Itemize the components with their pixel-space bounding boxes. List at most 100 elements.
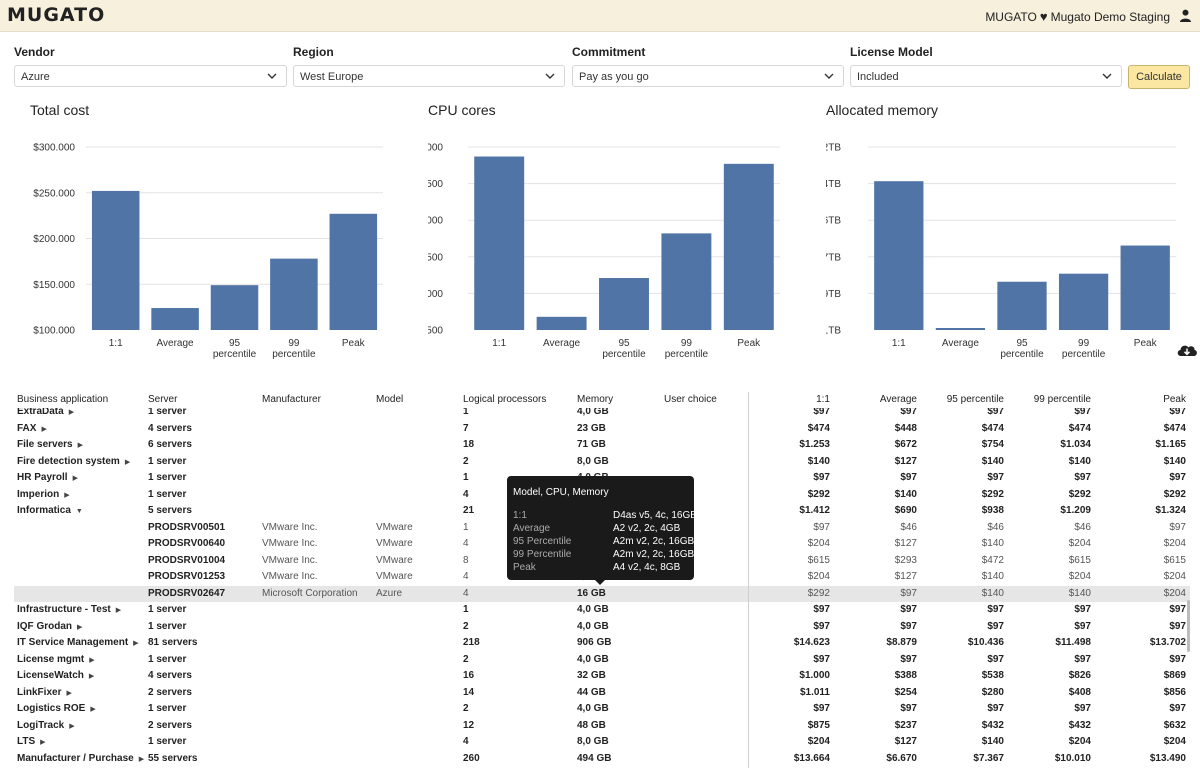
- cell-1to1: $1.011: [799, 686, 830, 698]
- organization-switcher[interactable]: MUGATO ♥ Mugato Demo Staging: [985, 9, 1170, 24]
- cell-peak: $204: [1163, 538, 1186, 549]
- caret-right-icon[interactable]: ▶: [90, 706, 96, 713]
- application-row[interactable]: Logistics ROE ▶ 1 server 2 4,0 GB $97 $97 $97 $9…: [14, 701, 1190, 718]
- caret-right-icon[interactable]: ▶: [89, 656, 95, 664]
- caret-right-icon[interactable]: ▶: [138, 755, 145, 763]
- bar[interactable]: [1120, 245, 1170, 330]
- caret-right-icon[interactable]: ▶: [88, 673, 95, 680]
- cell-1to1: $97: [813, 620, 830, 632]
- col-1to1[interactable]: 1:1: [816, 394, 830, 405]
- col-model[interactable]: Model: [376, 394, 404, 405]
- table-header: Business application Server Manufacturer…: [14, 392, 1190, 408]
- col-peak[interactable]: Peak: [1163, 394, 1186, 405]
- table-scrollbar[interactable]: [1187, 600, 1190, 652]
- cell-memory: 44 GB: [577, 686, 606, 698]
- vendor-select[interactable]: Azure: [14, 65, 287, 87]
- user-icon[interactable]: [1179, 9, 1192, 22]
- caret-right-icon[interactable]: ▶: [41, 425, 47, 433]
- bar[interactable]: [935, 327, 986, 330]
- col-logical-processors[interactable]: Logical processors: [463, 394, 547, 405]
- bar[interactable]: [270, 258, 318, 330]
- caret-right-icon[interactable]: ▶: [68, 409, 75, 416]
- app-logo[interactable]: MUGATO: [7, 4, 106, 26]
- cell-1to1: $204: [807, 571, 830, 582]
- bar[interactable]: [599, 278, 649, 330]
- cell-logical-processors: 14: [463, 686, 475, 698]
- cell-99-percentile: $97: [1074, 472, 1091, 483]
- cell-95-percentile: $472: [981, 554, 1004, 566]
- cell-1to1: $204: [807, 538, 830, 549]
- application-row[interactable]: License mgmt ▶ 1 server 2 4,0 GB $97 $97 $97 $97…: [14, 652, 1190, 669]
- caret-right-icon[interactable]: ▶: [69, 722, 75, 730]
- cloud-download-icon[interactable]: [1176, 342, 1198, 358]
- col-99-percentile[interactable]: 99 percentile: [1033, 394, 1091, 405]
- cell-server: 4 servers: [148, 422, 192, 434]
- application-row[interactable]: ExtraData ▶ 1 server 1 4,0 GB $97 $97 $97 $97 $97: [14, 404, 1190, 421]
- bar[interactable]: [91, 190, 140, 330]
- caret-right-icon[interactable]: ▶: [77, 623, 83, 631]
- x-tick-label: Peak: [737, 338, 761, 349]
- col-95-percentile[interactable]: 95 percentile: [946, 394, 1004, 405]
- application-row[interactable]: Fire detection system ▶ 1 server 2 8,0 GB $14…: [14, 454, 1190, 471]
- cell-business-application: Logistics ROE ▶: [17, 703, 96, 714]
- application-row[interactable]: LicenseWatch ▶ 4 servers 16 32 GB $1.000 $388 $…: [14, 668, 1190, 685]
- cell-logical-processors: 8: [463, 554, 469, 566]
- caret-right-icon[interactable]: ▶: [115, 607, 122, 614]
- col-user-choice[interactable]: User choice: [664, 394, 717, 405]
- y-tick-label: 4.000: [428, 143, 443, 154]
- calculate-button[interactable]: Calculate: [1128, 65, 1190, 89]
- application-row[interactable]: Manufacturer / Purchase ▶ 55 servers 260 494…: [14, 751, 1190, 768]
- application-row[interactable]: LinkFixer ▶ 2 servers 14 44 GB $1.011 $254 $280…: [14, 685, 1190, 702]
- cell-memory: 32 GB: [577, 670, 606, 681]
- caret-right-icon[interactable]: ▶: [64, 491, 70, 499]
- cell-99-percentile: $204: [1068, 571, 1091, 582]
- y-tick-label: 18,2TB: [826, 143, 841, 154]
- bar[interactable]: [874, 181, 924, 330]
- server-row[interactable]: PRODSRV02647 Microsoft Corporation Azure 4 1…: [14, 585, 1190, 602]
- cell-99-percentile: $474: [1068, 422, 1091, 434]
- caret-right-icon[interactable]: ▶: [66, 689, 72, 697]
- application-row[interactable]: FAX ▶ 4 servers 7 23 GB $474 $448 $474 $474 $474: [14, 421, 1190, 438]
- license-model-select[interactable]: Included: [850, 65, 1122, 87]
- caret-down-icon[interactable]: ▼: [75, 508, 83, 515]
- cell-1to1: $474: [807, 422, 830, 434]
- y-tick-label: 3.500: [428, 179, 443, 190]
- cell-manufacturer: Microsoft Corporation: [262, 587, 358, 599]
- caret-right-icon[interactable]: ▶: [40, 739, 46, 746]
- col-business-application[interactable]: Business application: [17, 394, 109, 405]
- tooltip-arrow: [595, 580, 605, 585]
- application-row[interactable]: LTS ▶ 1 server 4 8,0 GB $204 $127 $140 $204 $204: [14, 734, 1190, 751]
- region-select[interactable]: West Europe: [293, 65, 565, 87]
- bar[interactable]: [997, 281, 1047, 330]
- bar[interactable]: [151, 308, 199, 330]
- bar[interactable]: [1058, 273, 1109, 330]
- col-memory[interactable]: Memory: [577, 394, 614, 405]
- col-average[interactable]: Average: [879, 394, 917, 405]
- application-row[interactable]: Infrastructure - Test ▶ 1 server 1 4,0 GB $97…: [14, 602, 1190, 619]
- cell-99-percentile: $140: [1068, 455, 1091, 467]
- bar[interactable]: [661, 233, 712, 330]
- caret-right-icon[interactable]: ▶: [124, 458, 131, 466]
- application-row[interactable]: File servers ▶ 6 servers 18 71 GB $1.253 $672 $…: [14, 437, 1190, 454]
- caret-right-icon[interactable]: ▶: [133, 640, 139, 647]
- commitment-select[interactable]: Pay as you go: [572, 65, 844, 87]
- caret-right-icon[interactable]: ▶: [77, 442, 83, 449]
- cell-average: $127: [894, 571, 917, 582]
- col-server[interactable]: Server: [148, 394, 178, 405]
- cell-average: $127: [894, 455, 917, 467]
- bar[interactable]: [723, 163, 774, 330]
- application-row[interactable]: IQF Grodan ▶ 1 server 2 4,0 GB $97 $97 $97 $97 $9…: [14, 619, 1190, 636]
- caret-right-icon[interactable]: ▶: [72, 475, 78, 482]
- cell-business-application: ExtraData ▶: [17, 406, 75, 417]
- application-row[interactable]: IT Service Management ▶ 81 servers 218 906 G…: [14, 635, 1190, 652]
- bar[interactable]: [474, 156, 525, 330]
- bar[interactable]: [329, 213, 378, 330]
- commitment-label: Commitment: [572, 45, 646, 59]
- col-manufacturer[interactable]: Manufacturer: [262, 394, 321, 405]
- bar[interactable]: [536, 316, 587, 330]
- application-row[interactable]: LogiTrack ▶ 2 servers 12 48 GB $875 $237 $432 $4…: [14, 718, 1190, 735]
- y-tick-label: $250.000: [33, 188, 75, 199]
- bar[interactable]: [210, 285, 259, 330]
- vendor-label: Vendor: [14, 45, 55, 59]
- x-tick-label: percentile: [1062, 349, 1106, 360]
